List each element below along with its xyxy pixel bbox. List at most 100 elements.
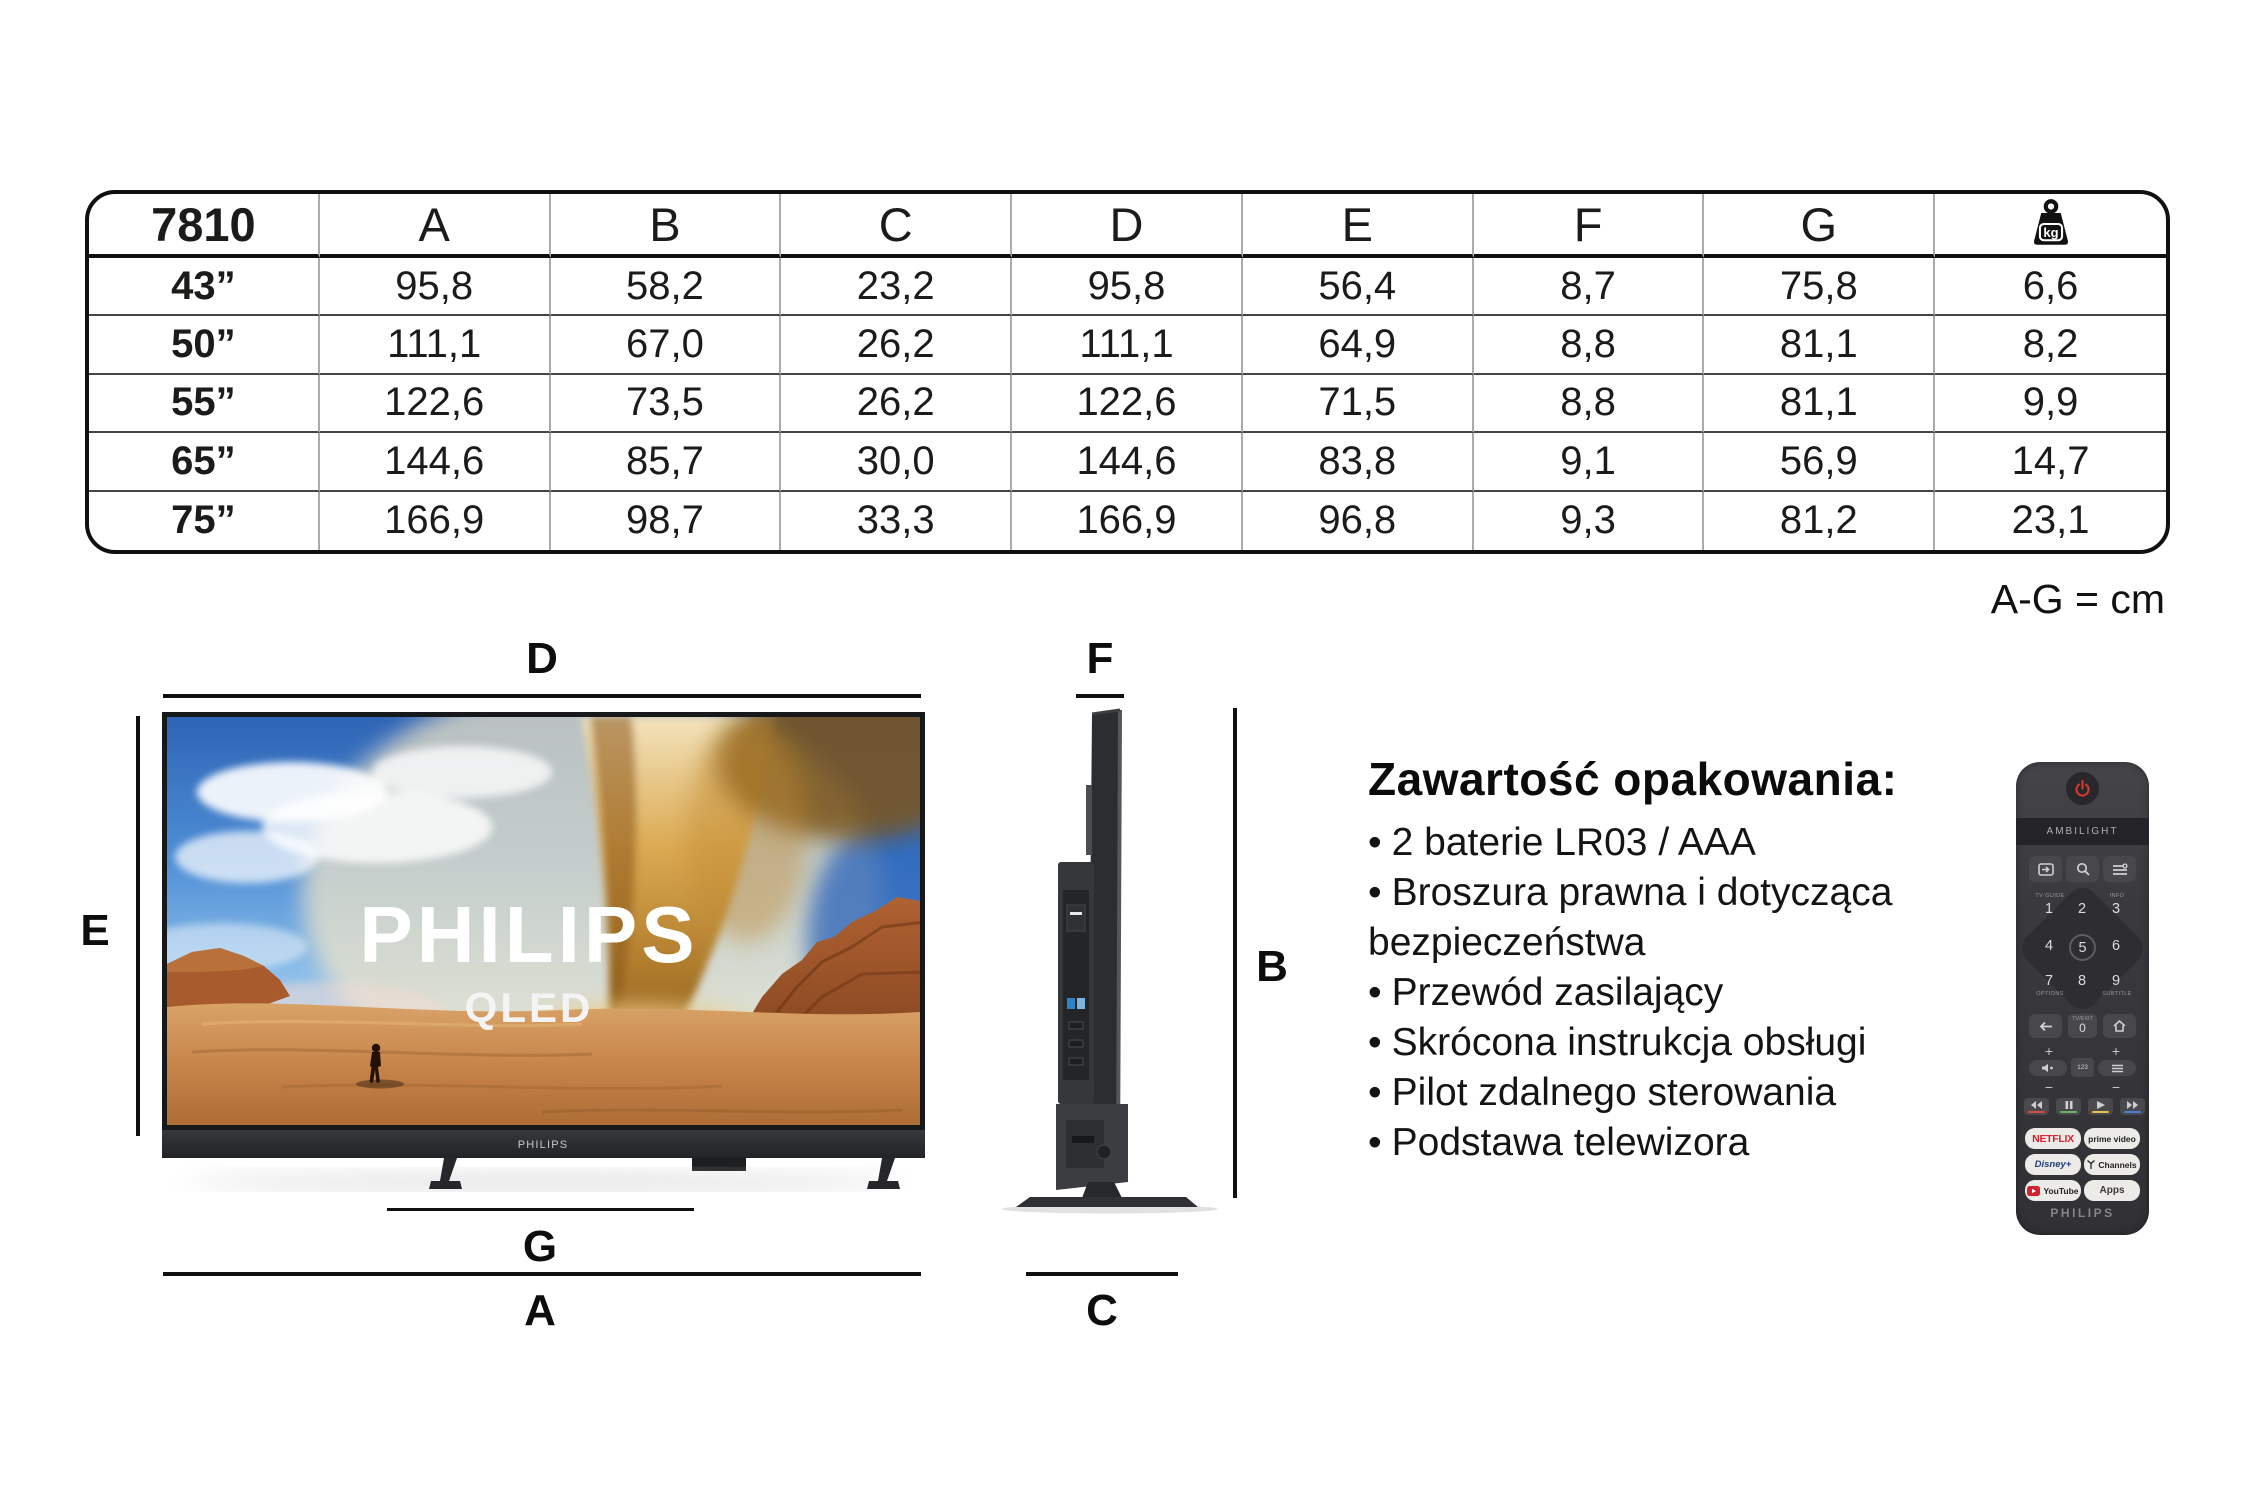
package-item: • Skrócona instrukcja obsługi <box>1368 1018 2000 1068</box>
table-cell: 81,1 <box>1704 374 1936 434</box>
table-cell: 26,2 <box>781 374 1013 434</box>
package-item-text: 2 baterie LR03 / AAA <box>1391 821 1756 864</box>
table-cell: 85,7 <box>550 433 782 492</box>
package-item: • Przewód zasilający <box>1368 968 2000 1018</box>
usb-port <box>1067 998 1075 1009</box>
youtube-label: YouTube <box>2043 1185 2079 1196</box>
package-item-text: Skrócona instrukcja obsługi <box>1391 1021 1867 1064</box>
table-cell: 75,8 <box>1704 258 1936 317</box>
home-button <box>2103 1014 2136 1038</box>
screen-brand-wordmark: PHILIPS <box>359 890 698 979</box>
table-row-size: 43” <box>89 258 320 317</box>
table-cell: 8,2 <box>1935 316 2166 375</box>
table-cell: 166,9 <box>1012 491 1243 550</box>
digit-5: 5 <box>2069 934 2096 961</box>
table-cell: 56,4 <box>1242 258 1474 317</box>
antenna-icon <box>2087 1160 2096 1169</box>
bullet: • <box>1368 1071 1382 1114</box>
tv-foot-left <box>429 1158 462 1189</box>
bezel-brand-label: PHILIPS <box>518 1139 569 1151</box>
info-label: INFO <box>2109 893 2125 899</box>
table-cell: 83,8 <box>1242 433 1474 492</box>
dimension-label-c: C <box>1086 1286 1118 1335</box>
dimension-label-g: G <box>522 1222 558 1271</box>
blue-key-bar <box>2124 1111 2141 1113</box>
table-cell: 14,7 <box>1935 433 2166 492</box>
package-item: • 2 baterie LR03 / AAA <box>1368 818 2000 868</box>
table-cell: 23,2 <box>781 258 1013 317</box>
table-cell: 144,6 <box>1012 433 1243 492</box>
dimension-label-f: F <box>1086 634 1114 683</box>
tv-bottom-bar <box>162 1130 925 1158</box>
table-cell: 122,6 <box>319 374 551 434</box>
package-item-text: Przewód zasilający <box>1391 971 1724 1014</box>
yellow-key-bar <box>2092 1111 2109 1113</box>
digit-0-button: TV/EXIT 0 <box>2068 1014 2097 1038</box>
digit-7: 7 <box>2044 973 2054 989</box>
apps-button: Apps <box>2084 1180 2140 1201</box>
table-cell: 81,2 <box>1704 491 1936 550</box>
tv-connector-box <box>692 1158 746 1171</box>
table-cell: 95,8 <box>1012 258 1243 317</box>
table-cell: 73,5 <box>550 374 782 434</box>
volume-plus-label: + <box>2044 1043 2054 1059</box>
netflix-button: NETFLIX <box>2025 1128 2081 1149</box>
package-item-text: Podstawa telewizora <box>1391 1121 1750 1164</box>
home-icon <box>2113 1020 2126 1032</box>
table-cell: 111,1 <box>1012 316 1243 375</box>
channel-plus-label: + <box>2111 1043 2121 1059</box>
speaker-icon <box>2042 1063 2053 1073</box>
prime-video-button: prime video <box>2084 1128 2140 1149</box>
package-item: • Broszura prawna i dotycząca bezpieczeńs… <box>1368 868 2000 968</box>
package-item-text: Broszura prawna i dotycząca bezpieczeńst… <box>1368 871 1893 964</box>
hdmi-port <box>1068 1021 1084 1030</box>
disney-plus-label: Disney+ <box>2034 1159 2072 1170</box>
dimension-line-e <box>136 716 140 1136</box>
table-row-size: 65” <box>89 433 320 492</box>
bullet: • <box>1368 821 1382 864</box>
digit-8: 8 <box>2077 973 2087 989</box>
table-col-b: B <box>550 194 782 258</box>
digit-0: 0 <box>2079 1021 2086 1035</box>
digit-4: 4 <box>2044 938 2054 954</box>
person-silhouette <box>356 1043 404 1089</box>
tv-channels-button: Channels <box>2084 1154 2140 1175</box>
table-cell: 9,9 <box>1935 375 2166 434</box>
dimension-label-d: D <box>526 634 558 683</box>
tv-guide-label: TV GUIDE <box>2035 893 2065 899</box>
fast-forward-button <box>2120 1098 2145 1115</box>
table-cell: 23,1 <box>2011 498 2090 543</box>
digit-1: 1 <box>2044 901 2054 917</box>
screen-sub-wordmark: QLED <box>465 984 594 1031</box>
table-cell: 8,8 <box>1473 374 1705 434</box>
table-cell: 122,6 <box>1012 374 1243 434</box>
table-cell: 111,1 <box>319 316 551 375</box>
package-item: • Pilot zdalnego sterowania <box>1368 1068 2000 1118</box>
floor-shadow <box>188 1175 898 1189</box>
digit-6: 6 <box>2111 938 2121 954</box>
keyboard-123-label: 123 <box>2077 1064 2088 1071</box>
remote-brand-label: PHILIPS <box>2050 1206 2115 1220</box>
package-item: • Podstawa telewizora <box>1368 1118 2000 1168</box>
ambilight-band: AMBILIGHT <box>2016 818 2149 845</box>
rewind-button <box>2024 1098 2049 1115</box>
power-icon <box>2075 780 2090 797</box>
package-contents: Zawartość opakowania: • 2 baterie LR03 / … <box>1368 752 2000 1168</box>
usb-port <box>1077 998 1085 1009</box>
table-cell: 6,6 <box>1935 258 2166 317</box>
table-cell: 9,3 <box>1474 491 1705 550</box>
tv-foot-right <box>867 1158 900 1189</box>
remote-control: AMBILIGHT TV GUIDE INFO 1 2 3 4 5 6 7 8 … <box>2015 762 2150 1235</box>
digit-2: 2 <box>2077 901 2087 917</box>
table-cell: 58,2 <box>550 258 782 317</box>
table-cell: 9,1 <box>1473 433 1705 492</box>
play-button <box>2088 1098 2113 1115</box>
table-cell: 8,7 <box>1473 258 1705 317</box>
table-cell: 95,8 <box>319 258 551 317</box>
youtube-button: YouTube <box>2025 1180 2081 1201</box>
tv-front-view: PHILIPS QLED PHILIPS <box>162 712 925 1189</box>
table-cell: 26,2 <box>781 316 1013 375</box>
dimension-line-d <box>163 694 921 698</box>
table-cell: 81,1 <box>1704 316 1936 375</box>
green-key-bar <box>2060 1111 2077 1113</box>
